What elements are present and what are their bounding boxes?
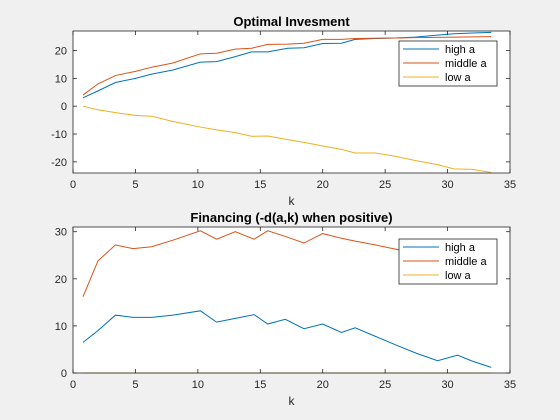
chart-panel-2: 0 5 10 15 20 25 30 35 0 10 20 30 Financing (-d(a,k) …	[55, 210, 516, 408]
x-tick-label: 25	[379, 179, 391, 191]
chart-title: Financing (-d(a,k) when positive)	[190, 210, 392, 225]
x-tick-label: 5	[132, 379, 138, 391]
y-tick-label: 30	[55, 227, 67, 239]
legend-entry: middle a	[445, 256, 487, 268]
legend: high a middle a low a	[398, 238, 498, 285]
y-tick-label: -10	[51, 129, 67, 141]
legend: high a middle a low a	[398, 40, 498, 87]
x-tick-label: 15	[254, 179, 266, 191]
series-line-high-a	[82, 310, 492, 368]
legend-entry: middle a	[445, 58, 487, 70]
x-tick-label: 20	[317, 179, 329, 191]
x-axis-label: k	[289, 394, 296, 408]
legend-entry: high a	[445, 44, 476, 56]
series-line-low-a	[82, 105, 492, 173]
y-tick-label: -20	[51, 157, 67, 169]
x-tick-label: 35	[504, 379, 516, 391]
y-tick-label: 10	[55, 321, 67, 333]
x-tick-label: 20	[317, 379, 329, 391]
series-line-middle-a	[82, 36, 492, 96]
y-tick-label: 20	[55, 45, 67, 57]
x-tick-label: 10	[192, 179, 204, 191]
y-tick-label: 0	[61, 101, 67, 113]
y-tick-label: 20	[55, 274, 67, 286]
x-tick-label: 0	[70, 179, 76, 191]
chart-panel-1: 0 5 10 15 20 25 30 35 -20 -10 0 10 20 Optimal Invesme…	[51, 14, 516, 208]
legend-entry: low a	[445, 270, 472, 282]
x-tick-label: 15	[254, 379, 266, 391]
y-tick-label: 10	[55, 73, 67, 85]
x-tick-label: 5	[132, 179, 138, 191]
axes-box	[72, 226, 511, 374]
series-line-high-a	[82, 31, 492, 99]
x-tick-label: 10	[192, 379, 204, 391]
x-tick-label: 25	[379, 379, 391, 391]
x-axis-label: k	[289, 194, 296, 208]
legend-entry: high a	[445, 242, 476, 254]
y-tick-label: 0	[61, 368, 67, 380]
x-tick-label: 35	[504, 179, 516, 191]
chart-title: Optimal Invesment	[233, 14, 350, 29]
axes-box	[72, 30, 511, 174]
x-tick-label: 30	[441, 179, 453, 191]
x-tick-label: 30	[441, 379, 453, 391]
x-tick-label: 0	[70, 379, 76, 391]
legend-entry: low a	[445, 72, 472, 84]
